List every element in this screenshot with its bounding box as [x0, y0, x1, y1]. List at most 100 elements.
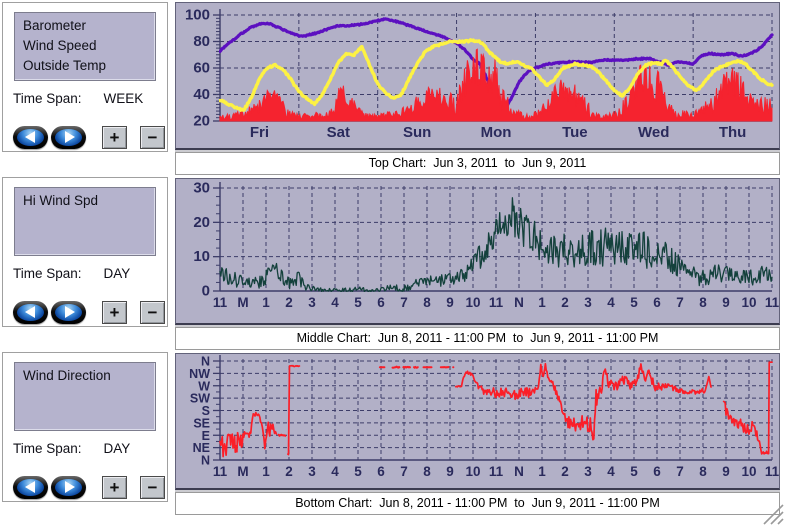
left-arrow-icon: [24, 481, 35, 493]
svg-text:5: 5: [354, 295, 362, 310]
svg-text:11: 11: [489, 464, 504, 479]
control-panel-top: Barometer Wind Speed Outside Temp Time S…: [2, 2, 168, 152]
listbox-item[interactable]: Wind Speed: [23, 38, 97, 53]
series-listbox[interactable]: Barometer Wind Speed Outside Temp: [14, 12, 156, 81]
svg-text:60: 60: [193, 60, 210, 77]
svg-text:10: 10: [741, 295, 756, 310]
svg-text:Mon: Mon: [481, 124, 512, 141]
scroll-right-button[interactable]: [51, 475, 86, 499]
resize-grip-icon[interactable]: [760, 501, 784, 525]
svg-text:Tue: Tue: [562, 124, 588, 141]
zoom-out-button[interactable]: −: [140, 475, 165, 499]
svg-text:Sat: Sat: [327, 124, 350, 141]
series-listbox[interactable]: Wind Direction: [14, 362, 156, 431]
svg-text:E: E: [202, 429, 210, 443]
svg-text:Fri: Fri: [250, 124, 269, 141]
svg-text:10: 10: [465, 295, 480, 310]
svg-text:11: 11: [765, 464, 779, 479]
left-arrow-icon: [24, 306, 35, 318]
svg-text:5: 5: [354, 464, 362, 479]
svg-text:7: 7: [676, 295, 684, 310]
svg-text:Wed: Wed: [638, 124, 669, 141]
svg-text:5: 5: [630, 464, 638, 479]
svg-text:4: 4: [607, 295, 615, 310]
time-span-label: Time Span:: [13, 91, 82, 106]
listbox-item[interactable]: Barometer: [23, 18, 87, 33]
right-arrow-icon: [64, 481, 75, 493]
scroll-left-button[interactable]: [13, 300, 48, 324]
zoom-out-button[interactable]: −: [140, 300, 165, 324]
svg-text:11: 11: [489, 295, 504, 310]
middle-chart: 0 10 20 30 11 M 1 2 3 4 5 6 7 8 9 10 11 N 1 2 3 4 5 6 7 8 9 10 11: [175, 178, 780, 325]
zoom-in-button[interactable]: +: [102, 300, 127, 324]
svg-text:Thu: Thu: [719, 124, 747, 141]
svg-text:N: N: [201, 355, 210, 369]
svg-text:NE: NE: [193, 441, 210, 455]
scroll-left-button[interactable]: [13, 475, 48, 499]
svg-text:10: 10: [741, 464, 756, 479]
time-span-value: DAY: [103, 266, 131, 281]
svg-text:9: 9: [446, 295, 454, 310]
svg-text:8: 8: [699, 464, 707, 479]
time-span-label: Time Span:: [13, 441, 82, 456]
svg-text:8: 8: [699, 295, 707, 310]
time-span-value: DAY: [103, 441, 131, 456]
svg-text:NW: NW: [189, 367, 210, 381]
svg-text:N: N: [514, 464, 524, 479]
series-listbox[interactable]: Hi Wind Spd: [14, 187, 156, 256]
svg-text:11: 11: [765, 295, 779, 310]
svg-text:100: 100: [185, 7, 210, 24]
svg-text:W: W: [198, 379, 210, 393]
svg-text:N: N: [514, 295, 524, 310]
control-panel-bottom: Wind Direction Time Span: DAY + −: [2, 352, 168, 502]
top-chart: 20 40 60 80 100 Fri Sat Sun Mon Tue Wed Thu: [175, 2, 780, 150]
right-arrow-icon: [64, 131, 75, 143]
svg-text:4: 4: [331, 295, 339, 310]
top-chart-caption: Top Chart: Jun 3, 2011 to Jun 9, 2011: [175, 152, 780, 175]
svg-text:9: 9: [446, 464, 454, 479]
svg-text:6: 6: [377, 464, 385, 479]
svg-text:7: 7: [676, 464, 684, 479]
svg-text:6: 6: [653, 464, 661, 479]
svg-text:2: 2: [285, 295, 293, 310]
svg-text:SE: SE: [193, 416, 210, 430]
right-arrow-icon: [64, 306, 75, 318]
listbox-item[interactable]: Wind Direction: [23, 368, 111, 383]
svg-text:1: 1: [262, 464, 270, 479]
svg-text:3: 3: [308, 464, 316, 479]
svg-text:6: 6: [653, 295, 661, 310]
left-arrow-icon: [24, 131, 35, 143]
scroll-left-button[interactable]: [13, 125, 48, 149]
svg-text:7: 7: [400, 464, 408, 479]
svg-text:9: 9: [722, 295, 730, 310]
svg-text:9: 9: [722, 464, 730, 479]
svg-text:M: M: [237, 295, 248, 310]
svg-text:2: 2: [561, 295, 569, 310]
svg-text:1: 1: [538, 464, 546, 479]
svg-text:3: 3: [308, 295, 316, 310]
zoom-in-button[interactable]: +: [102, 125, 127, 149]
svg-text:80: 80: [193, 33, 210, 50]
svg-text:3: 3: [584, 295, 592, 310]
listbox-item[interactable]: Hi Wind Spd: [23, 193, 99, 208]
svg-text:20: 20: [193, 214, 210, 231]
svg-text:10: 10: [193, 248, 210, 265]
svg-text:8: 8: [423, 295, 431, 310]
svg-text:SW: SW: [190, 392, 210, 406]
svg-text:11: 11: [213, 295, 228, 310]
svg-text:7: 7: [400, 295, 408, 310]
listbox-item[interactable]: Outside Temp: [23, 58, 107, 73]
zoom-out-button[interactable]: −: [140, 125, 165, 149]
control-panel-middle: Hi Wind Spd Time Span: DAY + −: [2, 177, 168, 327]
svg-text:0: 0: [202, 283, 210, 300]
scroll-right-button[interactable]: [51, 300, 86, 324]
scroll-right-button[interactable]: [51, 125, 86, 149]
svg-text:2: 2: [285, 464, 293, 479]
bottom-chart: N NW W SW S SE E NE N 11 M 1 2 3 4 5 6 7 8 9 10 11 N 1 2 3 4 5 6 7 8 9 1…: [175, 353, 780, 490]
svg-text:20: 20: [193, 113, 210, 130]
svg-text:M: M: [237, 464, 248, 479]
svg-text:1: 1: [262, 295, 270, 310]
zoom-in-button[interactable]: +: [102, 475, 127, 499]
svg-text:5: 5: [630, 295, 638, 310]
